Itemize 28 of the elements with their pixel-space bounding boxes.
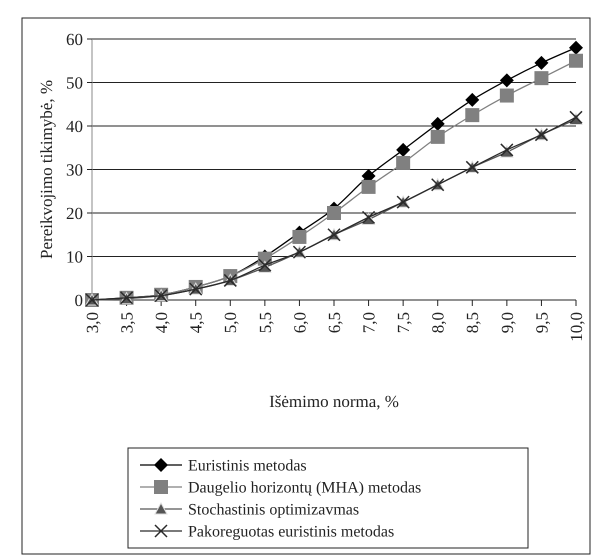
x-tick-label: 10,0 — [566, 312, 586, 342]
legend-label: Euristinis metodas — [188, 458, 307, 475]
x-tick-label: 9,0 — [498, 312, 517, 334]
y-tick-label: 0 — [74, 290, 83, 310]
x-tick-label: 6,5 — [324, 312, 344, 334]
x-axis-title: Išėmimo norma, % — [269, 392, 399, 411]
x-tick-label: 4,0 — [152, 312, 172, 334]
y-axis-title: Pereikvojimo tikimybė, % — [37, 80, 56, 259]
x-tick-label: 3,5 — [118, 312, 137, 334]
x-tick-label: 5,0 — [221, 312, 240, 334]
y-tick-label: 60 — [66, 30, 83, 49]
x-tick-label: 6,0 — [290, 312, 310, 334]
legend-label: Stochastinis optimizavmas — [188, 502, 360, 519]
x-tick-label: 9,5 — [532, 312, 552, 334]
x-tick-label: 4,5 — [186, 312, 206, 334]
x-tick-label: 8,0 — [428, 312, 448, 334]
x-tick-label: 7,0 — [360, 312, 379, 334]
x-tick-label: 8,5 — [463, 312, 482, 334]
y-tick-label: 30 — [66, 160, 83, 180]
y-tick-label: 20 — [66, 204, 83, 223]
y-tick-label: 50 — [66, 73, 83, 92]
legend-label: Pakoreguotas euristinis metodas — [188, 524, 394, 541]
x-tick-label: 5,5 — [256, 312, 275, 334]
x-tick-label: 7,5 — [394, 312, 414, 334]
legend-label: Daugelio horizontų (MHA) metodas — [188, 480, 422, 497]
x-tick-label: 3,0 — [82, 312, 102, 334]
y-tick-label: 40 — [66, 116, 83, 136]
y-tick-label: 10 — [66, 247, 83, 266]
